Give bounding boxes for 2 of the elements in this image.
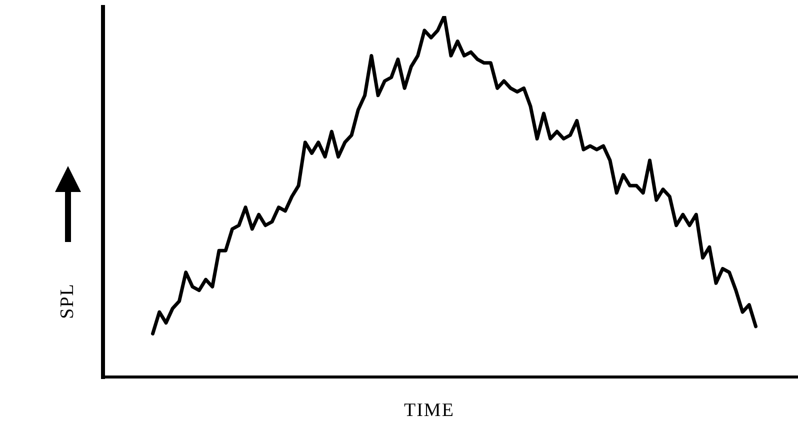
x-axis-title: TIME <box>404 400 454 422</box>
y-axis-title: SPL <box>56 283 79 319</box>
